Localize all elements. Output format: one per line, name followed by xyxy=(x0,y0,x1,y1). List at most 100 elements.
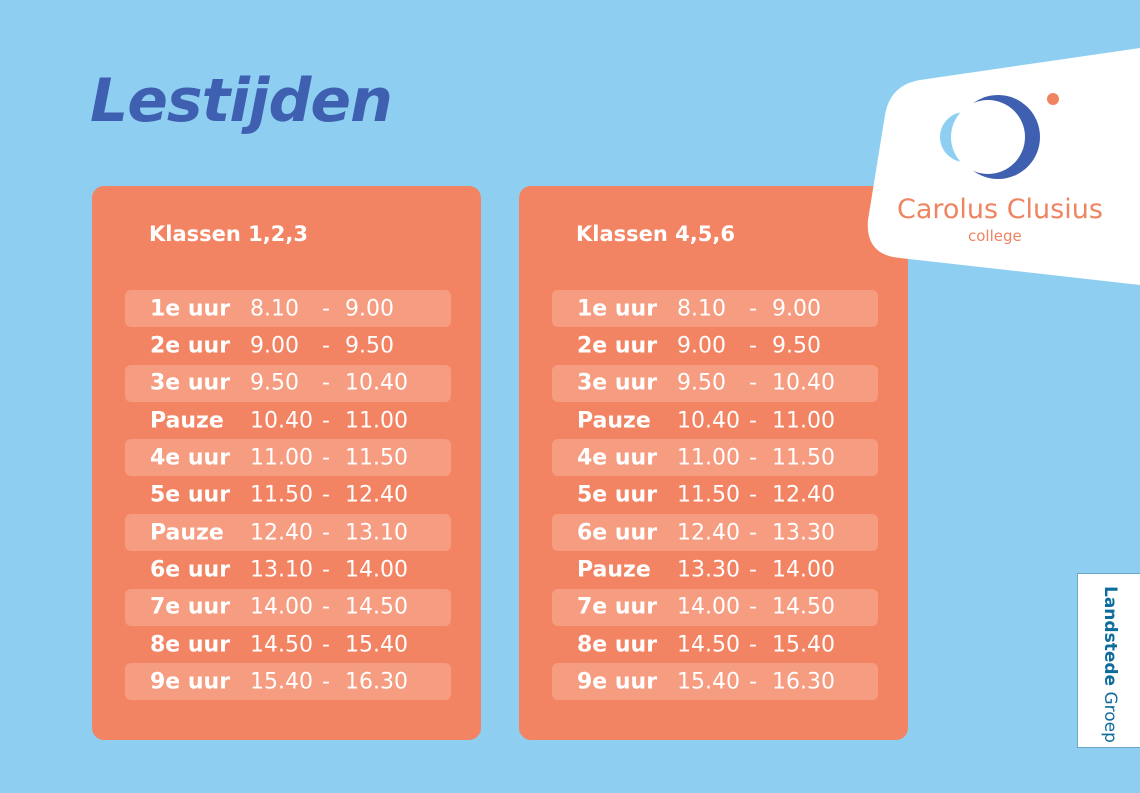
period-label: 9e uur xyxy=(577,669,658,695)
start-time: 9.50 xyxy=(677,370,726,396)
period-label: 3e uur xyxy=(150,370,231,396)
schedule-row: 4e uur 11.00-11.50 xyxy=(125,439,451,477)
end-time: 9.50 xyxy=(345,333,394,359)
end-time: 13.10 xyxy=(345,520,408,546)
schedule-row: 1e uur 8.10-9.00 xyxy=(125,290,451,327)
time-separator: - xyxy=(322,669,330,695)
schedule-row: Pauze 10.40-11.00 xyxy=(125,402,451,440)
period-label: Pauze xyxy=(150,520,224,546)
schedule-row: 9e uur 15.40-16.30 xyxy=(125,663,451,701)
end-time: 12.40 xyxy=(345,482,408,508)
period-label: 5e uur xyxy=(150,482,231,508)
period-label: 2e uur xyxy=(577,333,658,359)
period-label: 5e uur xyxy=(577,482,658,508)
schedule-card-1: Klassen 1,2,3 1e uur 8.10-9.00 2e uur 9.00-… xyxy=(92,186,481,740)
schedule-heading: Klassen 1,2,3 xyxy=(149,222,308,246)
start-time: 11.00 xyxy=(677,445,740,471)
end-time: 10.40 xyxy=(772,370,835,396)
landstede-logo: Landstede Groep xyxy=(1100,586,1120,743)
start-time: 10.40 xyxy=(677,408,740,434)
schedule-heading: Klassen 4,5,6 xyxy=(576,222,735,246)
end-time: 14.50 xyxy=(772,594,835,620)
period-label: 3e uur xyxy=(577,370,658,396)
period-label: 8e uur xyxy=(577,632,658,658)
schedule-row: 2e uur 9.00-9.50 xyxy=(552,327,878,365)
time-separator: - xyxy=(322,632,330,658)
end-time: 11.00 xyxy=(772,408,835,434)
schedule-row: 7e uur 14.00-14.50 xyxy=(552,588,878,626)
end-time: 14.00 xyxy=(772,557,835,583)
schedule-row: 2e uur 9.00-9.50 xyxy=(125,327,451,365)
period-label: Pauze xyxy=(577,408,651,434)
time-separator: - xyxy=(322,445,330,471)
schedule-row: Pauze 10.40-11.00 xyxy=(552,402,878,440)
page-title: Lestijden xyxy=(90,66,393,136)
start-time: 9.00 xyxy=(677,333,726,359)
schedule-row: 7e uur 14.00-14.50 xyxy=(125,588,451,626)
time-separator: - xyxy=(749,557,757,583)
schedule-row: 8e uur 14.50-15.40 xyxy=(552,626,878,664)
end-time: 16.30 xyxy=(772,669,835,695)
period-label: 9e uur xyxy=(150,669,231,695)
end-time: 11.00 xyxy=(345,408,408,434)
end-time: 11.50 xyxy=(772,445,835,471)
period-label: 7e uur xyxy=(150,594,231,620)
period-label: 6e uur xyxy=(577,520,658,546)
schedule-row: 5e uur 11.50-12.40 xyxy=(125,476,451,514)
carolus-clusius-logo xyxy=(867,48,1140,285)
start-time: 12.40 xyxy=(250,520,313,546)
end-time: 16.30 xyxy=(345,669,408,695)
period-label: 1e uur xyxy=(150,296,231,321)
end-time: 13.30 xyxy=(772,520,835,546)
time-separator: - xyxy=(749,520,757,546)
start-time: 14.00 xyxy=(250,594,313,620)
time-separator: - xyxy=(749,296,757,321)
schedule-row: 3e uur 9.50-10.40 xyxy=(125,364,451,402)
end-time: 9.50 xyxy=(772,333,821,359)
schedule-row: 3e uur 9.50-10.40 xyxy=(552,364,878,402)
start-time: 11.50 xyxy=(250,482,313,508)
time-separator: - xyxy=(322,594,330,620)
time-separator: - xyxy=(322,370,330,396)
schedule-row: 6e uur 12.40-13.30 xyxy=(552,514,878,552)
landstede-light: Groep xyxy=(1100,686,1120,743)
end-time: 14.50 xyxy=(345,594,408,620)
start-time: 12.40 xyxy=(677,520,740,546)
time-separator: - xyxy=(749,408,757,434)
schedule-row: Pauze 12.40-13.10 xyxy=(125,514,451,552)
start-time: 13.30 xyxy=(677,557,740,583)
start-time: 14.50 xyxy=(677,632,740,658)
period-label: 2e uur xyxy=(150,333,231,359)
logo-name: Carolus Clusius xyxy=(897,194,1103,225)
landstede-logo-box xyxy=(1077,573,1140,748)
time-separator: - xyxy=(749,333,757,359)
start-time: 15.40 xyxy=(250,669,313,695)
start-time: 9.00 xyxy=(250,333,299,359)
time-separator: - xyxy=(749,482,757,508)
schedule-row: 4e uur 11.00-11.50 xyxy=(552,439,878,477)
period-label: Pauze xyxy=(577,557,651,583)
period-label: 6e uur xyxy=(150,557,231,583)
landstede-bold: Landstede xyxy=(1100,586,1120,687)
start-time: 9.50 xyxy=(250,370,299,396)
schedule-rows: 1e uur 8.10-9.00 2e uur 9.00-9.50 3e uur 9.50… xyxy=(125,290,451,701)
schedule-rows: 1e uur 8.10-9.00 2e uur 9.00-9.50 3e uur 9.50… xyxy=(552,290,878,701)
start-time: 10.40 xyxy=(250,408,313,434)
start-time: 8.10 xyxy=(677,296,726,321)
time-separator: - xyxy=(322,482,330,508)
end-time: 11.50 xyxy=(345,445,408,471)
end-time: 12.40 xyxy=(772,482,835,508)
end-time: 15.40 xyxy=(772,632,835,658)
start-time: 11.00 xyxy=(250,445,313,471)
period-label: 4e uur xyxy=(577,445,658,471)
time-separator: - xyxy=(749,669,757,695)
end-time: 15.40 xyxy=(345,632,408,658)
period-label: 7e uur xyxy=(577,594,658,620)
period-label: 4e uur xyxy=(150,445,231,471)
start-time: 11.50 xyxy=(677,482,740,508)
time-separator: - xyxy=(322,296,330,321)
period-label: Pauze xyxy=(150,408,224,434)
time-separator: - xyxy=(322,333,330,359)
schedule-row: 5e uur 11.50-12.40 xyxy=(552,476,878,514)
start-time: 14.50 xyxy=(250,632,313,658)
